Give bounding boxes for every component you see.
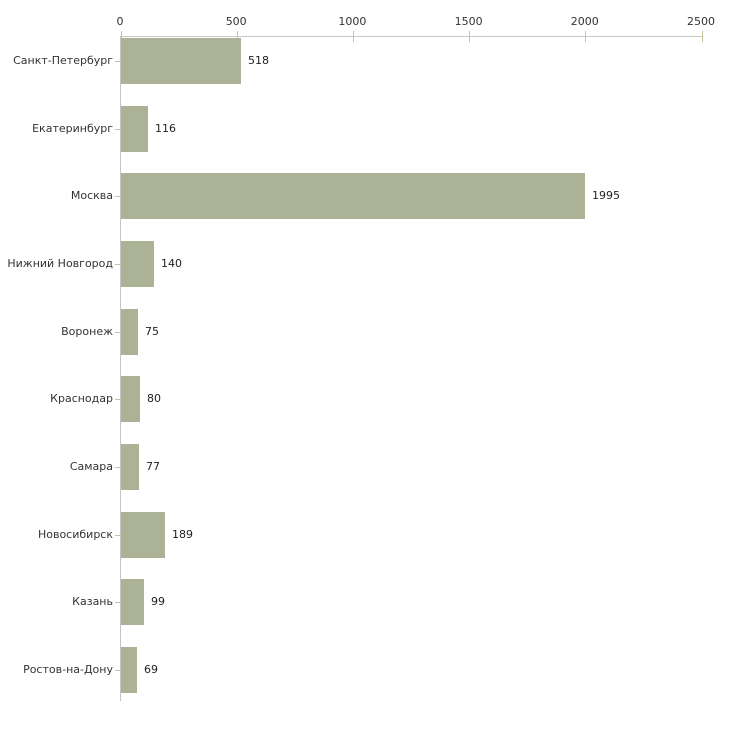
category-label: Краснодар	[50, 392, 113, 406]
plot-area: 518 116 1995 140 75 80 77 189 99 69	[115, 31, 703, 701]
value-label: 77	[146, 459, 160, 473]
value-label: 518	[248, 54, 269, 67]
x-axis-tick-label: 500	[225, 15, 247, 28]
value-label: 189	[172, 527, 193, 541]
bar-8	[121, 511, 165, 558]
y-axis-tick-mark	[115, 61, 120, 62]
category-label: Ростов-на-Дону	[23, 662, 113, 676]
bar-1	[121, 38, 241, 84]
category-label: Казань	[72, 595, 113, 609]
value-label: 69	[144, 662, 158, 676]
y-axis-tick-mark	[115, 196, 120, 198]
x-axis-tick-label: 0	[116, 15, 124, 28]
bar-9	[121, 579, 144, 626]
value-label: 75	[145, 324, 159, 338]
x-axis-tick-mark	[352, 31, 354, 42]
bar-7	[121, 443, 139, 490]
x-axis-tick-label: 1000	[338, 15, 367, 28]
bar-6	[121, 376, 140, 423]
category-label: Санкт-Петербург	[13, 54, 113, 67]
y-axis-tick-mark	[115, 263, 120, 265]
bar-3	[121, 173, 585, 220]
value-label: 140	[161, 256, 182, 270]
value-label: 80	[147, 392, 161, 406]
y-axis-tick-mark	[115, 602, 120, 604]
value-label: 1995	[592, 189, 620, 203]
value-label: 99	[151, 595, 165, 609]
y-axis-tick-mark	[115, 399, 120, 401]
category-label: Москва	[70, 189, 113, 203]
bar-10	[121, 646, 137, 693]
y-axis-tick-mark	[115, 466, 120, 468]
category-label: Екатеринбург	[32, 121, 113, 135]
y-axis-tick-mark	[115, 331, 120, 333]
category-label: Нижний Новгород	[7, 256, 113, 270]
x-axis-tick-mark	[236, 31, 238, 42]
value-label: 116	[155, 121, 176, 135]
bar-2	[121, 105, 148, 152]
category-label: Новосибирск	[37, 527, 113, 541]
x-axis-tick-mark	[701, 31, 703, 42]
y-axis-tick-mark	[115, 669, 120, 671]
y-axis-tick-mark	[115, 128, 120, 130]
x-axis-tick-label: 2000	[570, 15, 599, 28]
x-axis-tick-mark	[120, 31, 122, 42]
y-axis-tick-mark	[115, 534, 120, 536]
category-label: Самара	[69, 459, 113, 473]
category-label: Воронеж	[61, 324, 113, 338]
x-axis-tick-label: 2500	[687, 15, 715, 28]
x-axis-tick-mark	[585, 31, 587, 42]
bar-4	[121, 240, 154, 287]
bar-5	[121, 308, 138, 355]
x-axis-tick-label: 1500	[454, 15, 483, 28]
x-axis-tick-mark	[469, 31, 471, 42]
